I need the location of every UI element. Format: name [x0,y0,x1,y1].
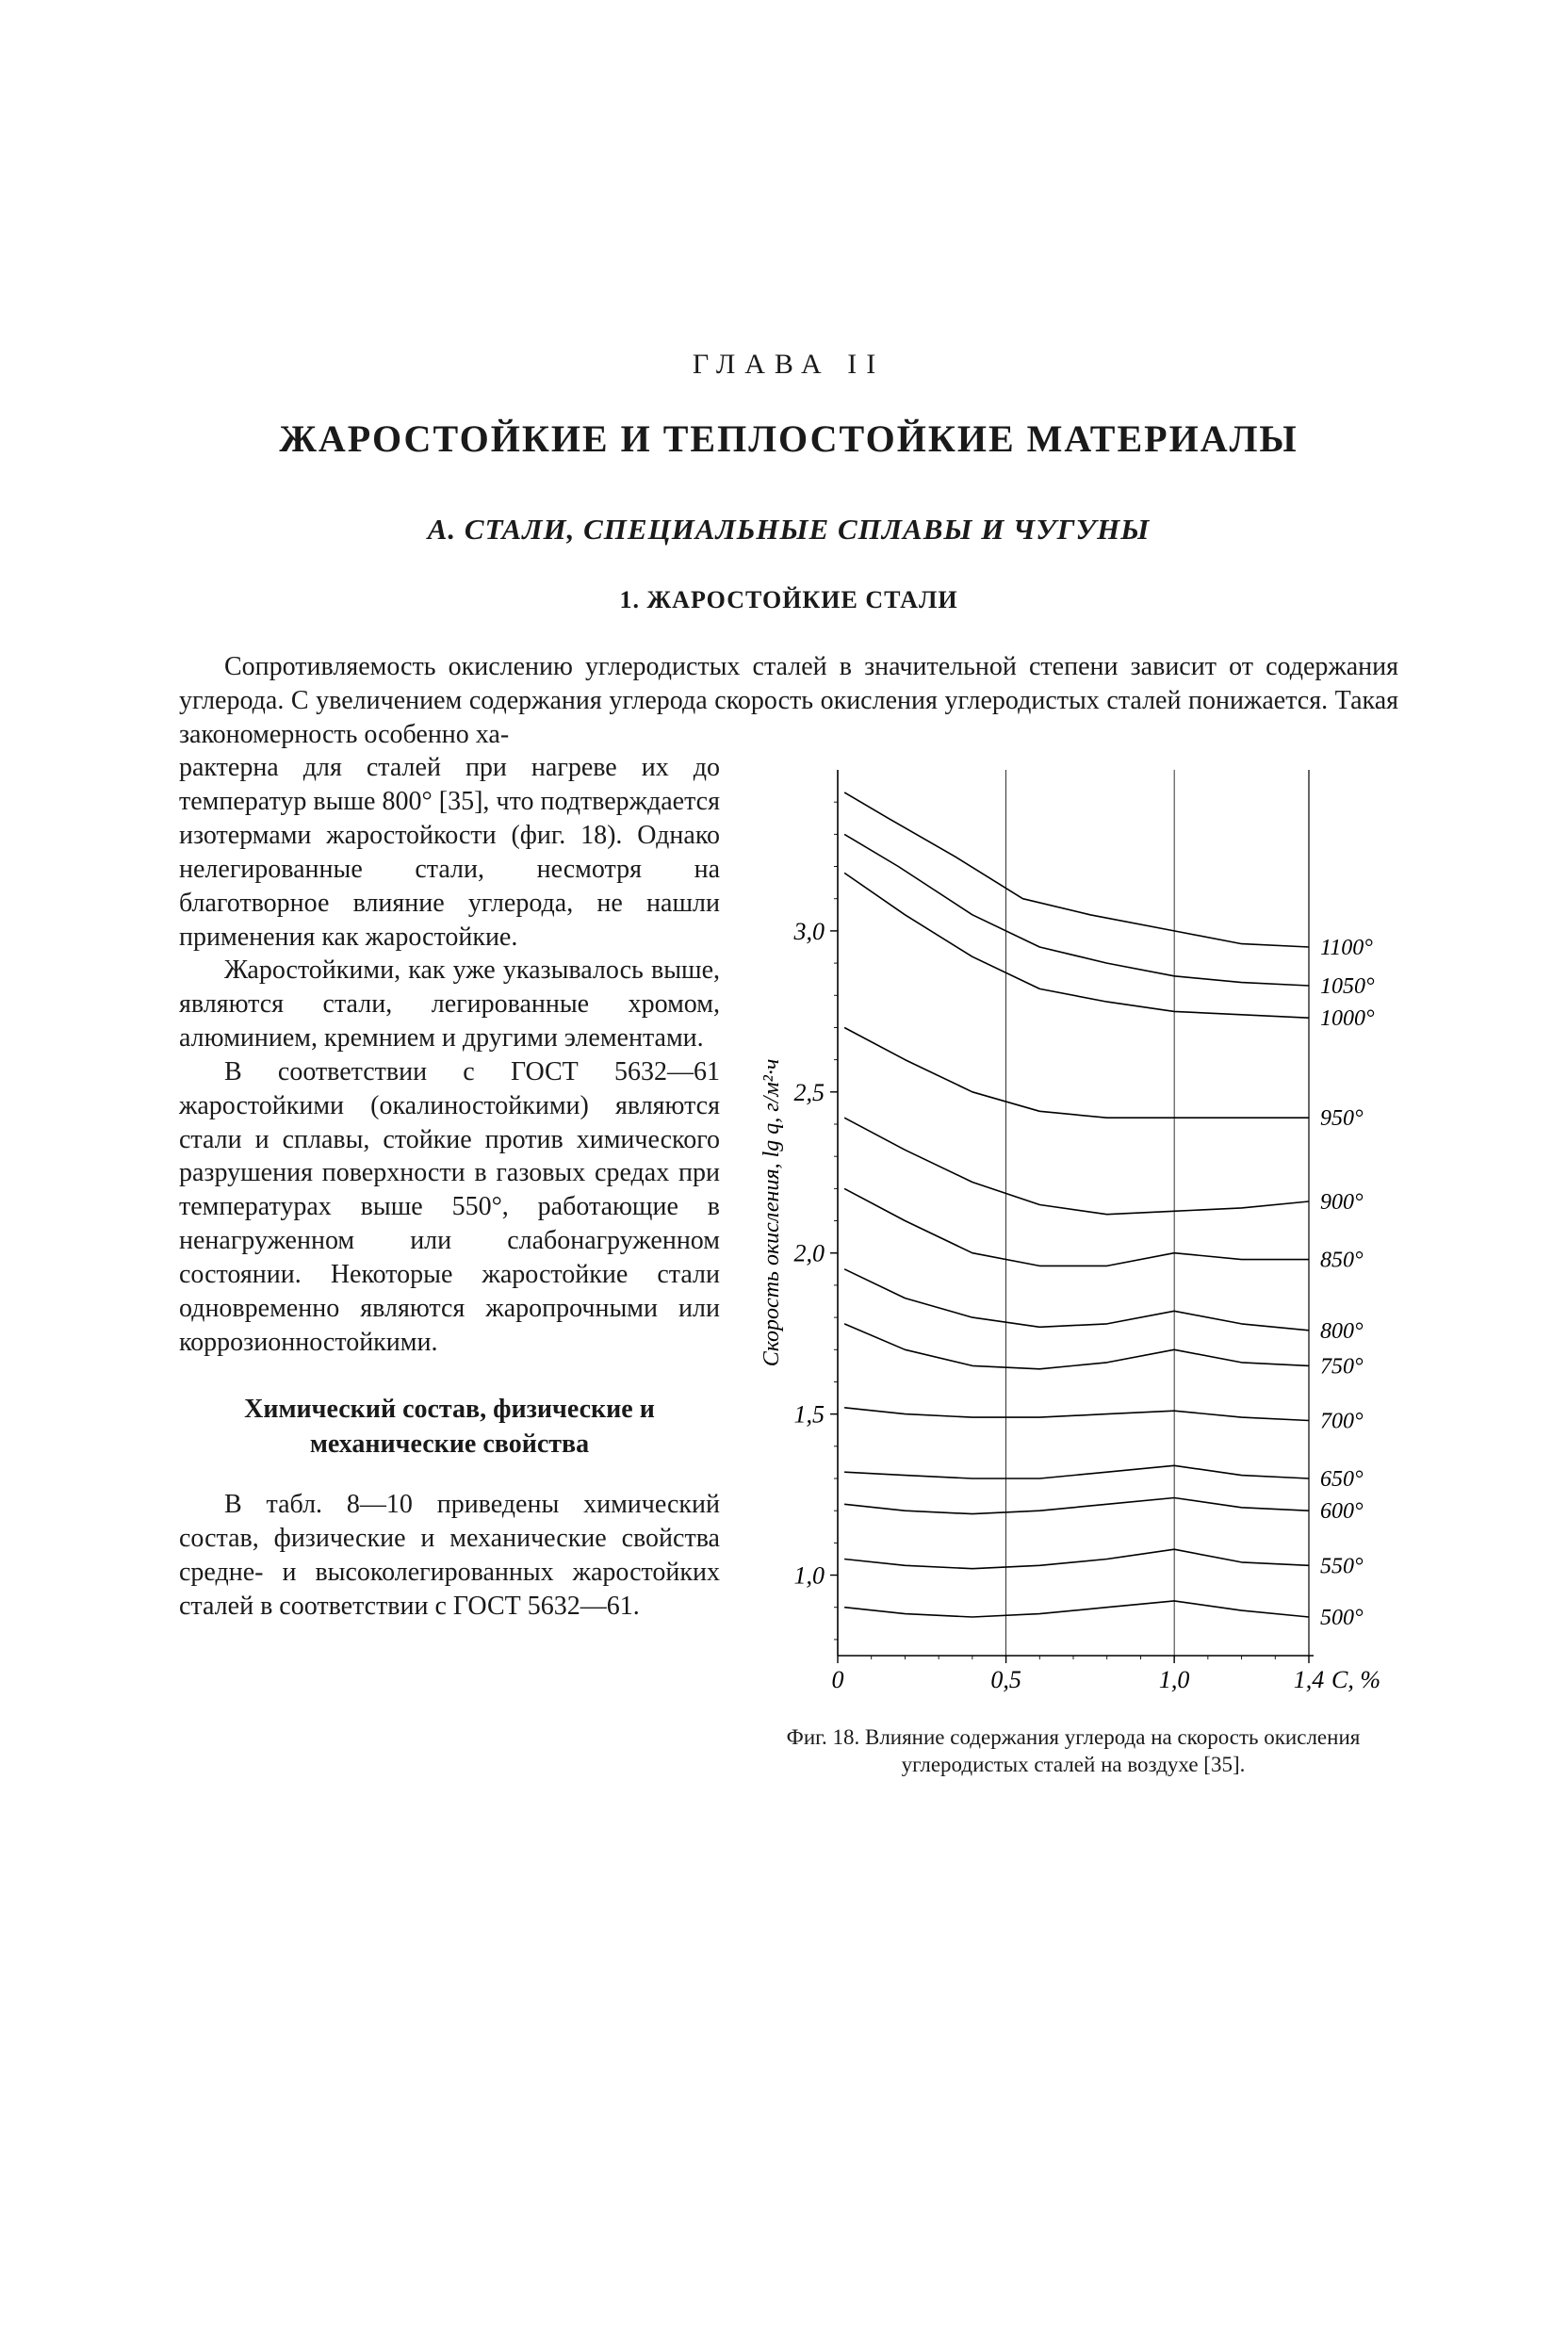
svg-text:1,5: 1,5 [794,1401,825,1429]
two-column-layout: рактерна для сталей при нагреве их до те… [179,751,1398,1779]
svg-text:850°: 850° [1320,1249,1364,1273]
section-1-heading: 1. ЖАРОСТОЙКИЕ СТАЛИ [179,586,1398,614]
svg-text:950°: 950° [1320,1107,1364,1132]
svg-text:900°: 900° [1320,1191,1364,1216]
body-paragraph: Жаростойкими, как уже ука­зывалось выше,… [179,954,720,1054]
svg-text:Скорость окисления, lg q, г/м²: Скорость окисления, lg q, г/м²·ч [760,1059,784,1367]
figure-caption: Фиг. 18. Влияние содержания углерода на … [748,1724,1398,1779]
svg-text:500°: 500° [1320,1606,1364,1630]
body-paragraph: В табл. 8—10 приведены химический состав… [179,1488,720,1623]
svg-text:2,5: 2,5 [794,1079,825,1106]
figure-18: 1,0 1,5 2,0 2,5 3,0 0 0,5 1,0 1,4C, % Скорость ок… [748,751,1398,1707]
left-column: рактерна для сталей при нагреве их до те… [179,751,720,1779]
svg-text:750°: 750° [1320,1355,1364,1380]
chapter-label: ГЛАВА II [179,349,1398,381]
section-a-heading: А. СТАЛИ, СПЕЦИАЛЬНЫЕ СПЛАВЫ И ЧУГУНЫ [179,513,1398,547]
right-column: 1,0 1,5 2,0 2,5 3,0 0 0,5 1,0 1,4C, % Скорость ок… [748,751,1398,1779]
svg-text:600°: 600° [1320,1500,1364,1525]
document-page: ГЛАВА II ЖАРОСТОЙКИЕ И ТЕПЛОСТОЙКИЕ МАТЕ… [0,0,1568,2352]
sub-heading: Химический состав, физические и механиче… [179,1393,720,1462]
svg-text:800°: 800° [1320,1319,1364,1344]
svg-text:1,0: 1,0 [1159,1666,1190,1693]
svg-text:0: 0 [832,1666,844,1693]
svg-text:1,0: 1,0 [794,1562,825,1590]
svg-text:1,4: 1,4 [1294,1666,1325,1693]
svg-text:C, %: C, % [1331,1666,1380,1693]
intro-paragraph: Сопротивляемость окислению углеродистых … [179,650,1398,751]
svg-text:700°: 700° [1320,1410,1364,1434]
svg-text:2,0: 2,0 [794,1240,825,1267]
main-title: ЖАРОСТОЙКИЕ И ТЕПЛОСТОЙКИЕ МАТЕРИАЛЫ [179,416,1398,461]
svg-text:550°: 550° [1320,1555,1364,1579]
oxidation-chart: 1,0 1,5 2,0 2,5 3,0 0 0,5 1,0 1,4C, % Скорость ок… [748,751,1398,1703]
svg-text:1000°: 1000° [1320,1007,1375,1032]
svg-text:0,5: 0,5 [990,1666,1021,1693]
svg-text:1050°: 1050° [1320,975,1375,1000]
body-paragraph: В соответствии с ГОСТ 5632—61 жаростойки… [179,1055,720,1359]
svg-text:3,0: 3,0 [793,918,825,945]
svg-text:1100°: 1100° [1320,936,1373,960]
body-paragraph: рактерна для сталей при нагреве их до те… [179,751,720,954]
svg-text:650°: 650° [1320,1467,1364,1492]
